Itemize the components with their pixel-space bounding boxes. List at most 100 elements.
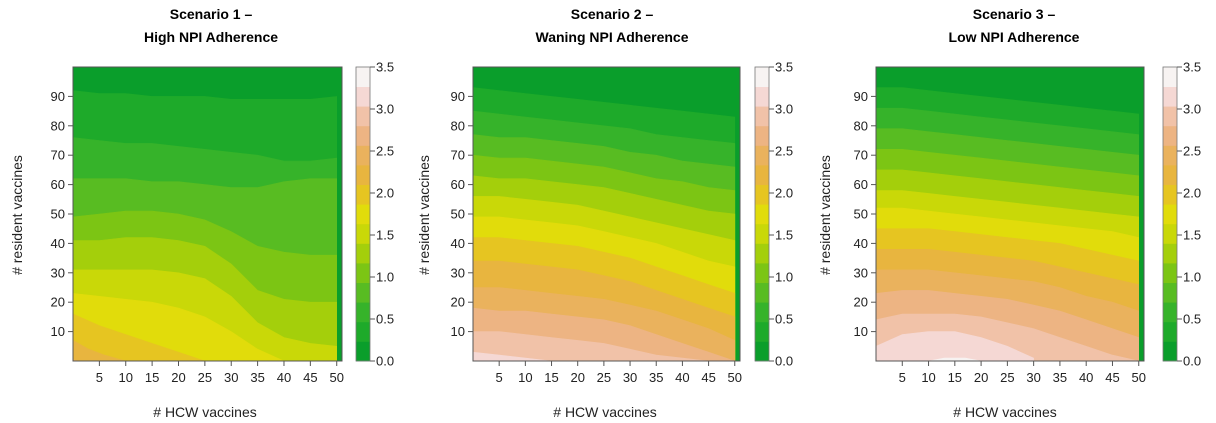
x-tick-label: 50 <box>728 370 742 385</box>
heatmap-bands <box>875 67 1144 362</box>
y-tick-label: 90 <box>51 89 65 104</box>
colorbar-tick-label: 1.5 <box>376 228 394 243</box>
x-tick-label: 50 <box>329 370 343 385</box>
colorbar: 0.0 0.5 1.0 1.5 2.0 2.5 3.0 3.5 <box>355 60 394 369</box>
y-tick-label: 70 <box>854 148 868 163</box>
panel-title-line2: High NPI Adherence <box>144 29 278 45</box>
x-axis-label: # HCW vaccines <box>553 404 656 420</box>
colorbar-frame <box>754 66 770 362</box>
colorbar-segment <box>1163 67 1177 87</box>
colorbar-segment <box>755 125 769 146</box>
colorbar-segment <box>356 125 370 146</box>
x-tick-label: 35 <box>649 370 663 385</box>
colorbar-segment <box>356 204 370 225</box>
colorbar-segment <box>1163 106 1177 127</box>
x-tick-label: 15 <box>948 370 962 385</box>
x-tick-label: 10 <box>518 370 532 385</box>
colorbar-tick-label: 3.5 <box>1183 60 1201 75</box>
colorbar-segment <box>356 86 370 107</box>
panel-title-line1: Scenario 3 – <box>973 6 1056 22</box>
x-tick-label: 5 <box>96 370 103 385</box>
colorbar-segment <box>755 341 769 362</box>
colorbar-segment <box>1163 302 1177 323</box>
y-tick-label: 60 <box>854 177 868 192</box>
x-tick-label: 15 <box>544 370 558 385</box>
colorbar-segment <box>1163 282 1177 303</box>
colorbar-segment <box>356 184 370 205</box>
y-tick-label: 80 <box>451 118 465 133</box>
colorbar-segment <box>356 282 370 303</box>
x-tick-label: 35 <box>250 370 264 385</box>
colorbar-segment <box>1163 145 1177 166</box>
colorbar-tick-label: 1.0 <box>775 270 793 285</box>
colorbar-tick-label: 1.0 <box>1183 270 1201 285</box>
x-tick-label: 20 <box>974 370 988 385</box>
colorbar-tick-label: 3.0 <box>775 102 793 117</box>
x-tick-label: 5 <box>899 370 906 385</box>
y-tick-label: 10 <box>451 324 465 339</box>
x-tick-label: 30 <box>224 370 238 385</box>
y-tick-label: 50 <box>854 207 868 222</box>
colorbar-segment <box>755 204 769 225</box>
colorbar-tick-label: 1.0 <box>376 270 394 285</box>
x-tick-label: 25 <box>597 370 611 385</box>
colorbar-segment <box>1163 184 1177 205</box>
colorbar-segment <box>356 263 370 283</box>
colorbar-segment <box>356 341 370 362</box>
x-tick-label: 40 <box>277 370 291 385</box>
y-tick-label: 40 <box>451 236 465 251</box>
colorbar-tick-label: 0.5 <box>775 312 793 327</box>
colorbar-segment <box>1163 86 1177 107</box>
colorbar-segment <box>356 106 370 127</box>
x-tick-label: 45 <box>701 370 715 385</box>
colorbar-segment <box>356 321 370 342</box>
y-axis: 10 20 30 40 50 60 70 80 90 <box>51 89 73 339</box>
panel-title-line2: Low NPI Adherence <box>949 29 1080 45</box>
y-tick-label: 70 <box>451 148 465 163</box>
colorbar-tick-label: 2.5 <box>1183 144 1201 159</box>
colorbar-segment <box>356 223 370 244</box>
y-tick-label: 40 <box>854 236 868 251</box>
colorbar-tick-label: 0.5 <box>1183 312 1201 327</box>
colorbar-tick-label: 2.0 <box>1183 186 1201 201</box>
x-tick-label: 20 <box>570 370 584 385</box>
colorbar-segment <box>755 106 769 127</box>
y-tick-label: 20 <box>51 295 65 310</box>
y-axis-label: # resident vaccines <box>416 155 432 275</box>
y-axis: 10 20 30 40 50 60 70 80 90 <box>451 89 473 339</box>
colorbar-tick-label: 0.0 <box>1183 354 1201 369</box>
colorbar-tick-label: 0.0 <box>775 354 793 369</box>
x-axis: 5 10 15 20 25 30 35 40 45 50 <box>496 361 742 385</box>
colorbar-segment <box>755 86 769 107</box>
colorbar-tick-label: 3.0 <box>376 102 394 117</box>
colorbar-segment <box>356 165 370 185</box>
y-tick-label: 60 <box>51 177 65 192</box>
colorbar-tick-label: 0.0 <box>376 354 394 369</box>
x-axis-label: # HCW vaccines <box>953 404 1056 420</box>
colorbar-segment <box>755 282 769 303</box>
y-tick-label: 60 <box>451 177 465 192</box>
panel-title-line1: Scenario 2 – <box>571 6 654 22</box>
panel-3: Scenario 3 – Low NPI Adherence 5 10 15 20 25… <box>817 6 1201 420</box>
x-tick-label: 50 <box>1132 370 1146 385</box>
y-tick-label: 30 <box>451 265 465 280</box>
heatmap-bands <box>472 67 740 362</box>
colorbar-segment <box>755 145 769 166</box>
colorbar-segment <box>1163 125 1177 146</box>
colorbar-tick-label: 3.5 <box>376 60 394 75</box>
x-tick-label: 25 <box>1000 370 1014 385</box>
colorbar-tick-label: 2.5 <box>376 144 394 159</box>
y-tick-label: 10 <box>854 324 868 339</box>
colorbar-segment <box>755 223 769 244</box>
colorbar-segment <box>755 184 769 205</box>
y-tick-label: 50 <box>451 207 465 222</box>
y-tick-label: 30 <box>51 265 65 280</box>
colorbar-segment <box>755 67 769 87</box>
y-tick-label: 80 <box>854 118 868 133</box>
colorbar-frame <box>355 66 371 362</box>
colorbar-tick-label: 2.5 <box>775 144 793 159</box>
y-axis-label: # resident vaccines <box>9 155 25 275</box>
colorbar: 0.0 0.5 1.0 1.5 2.0 2.5 3.0 3.5 <box>1162 60 1201 369</box>
colorbar: 0.0 0.5 1.0 1.5 2.0 2.5 3.0 3.5 <box>754 60 793 369</box>
